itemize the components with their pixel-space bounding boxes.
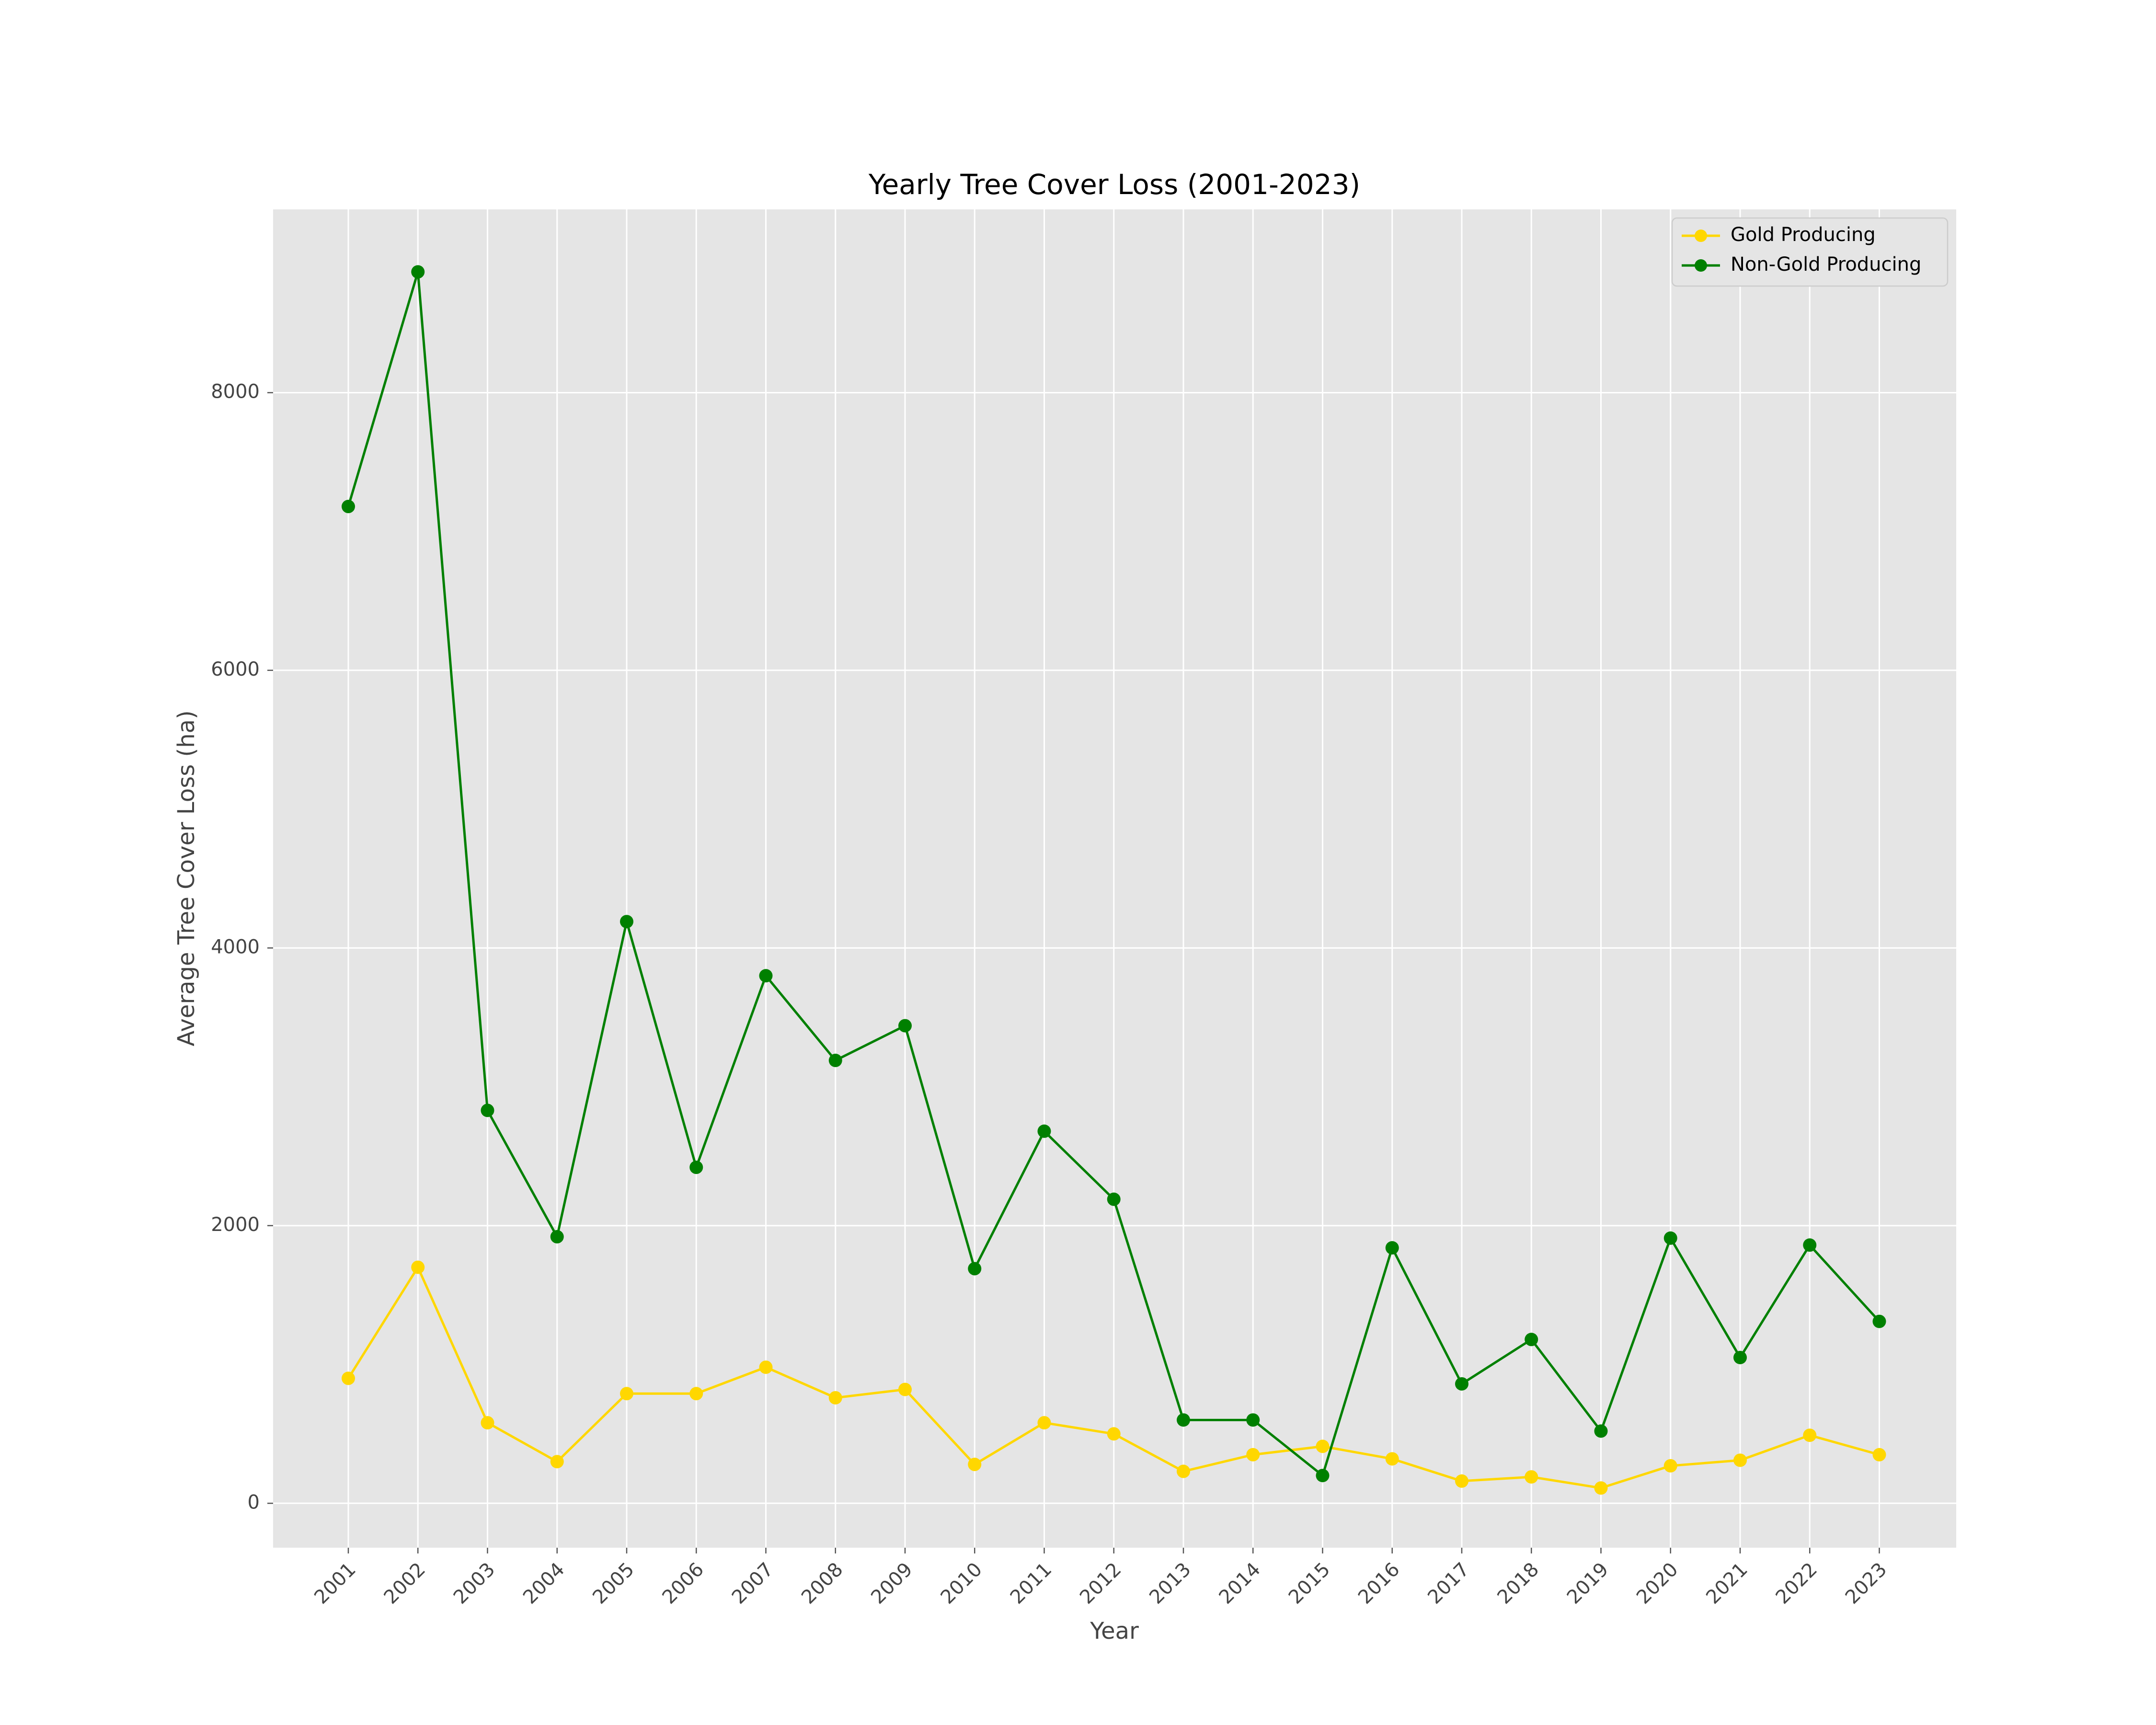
y-tick-label: 2000 bbox=[211, 1214, 260, 1236]
data-point bbox=[411, 1260, 425, 1274]
x-tick-label: 2014 bbox=[1215, 1558, 1265, 1609]
data-point bbox=[828, 1391, 842, 1405]
data-point bbox=[1525, 1333, 1538, 1346]
legend-marker bbox=[1695, 259, 1707, 272]
x-tick-label: 2006 bbox=[658, 1558, 709, 1609]
x-tick-label: 2020 bbox=[1632, 1558, 1683, 1609]
data-point bbox=[1177, 1413, 1190, 1427]
data-point bbox=[1177, 1464, 1190, 1478]
x-tick-label: 2017 bbox=[1423, 1558, 1474, 1609]
data-point bbox=[1663, 1459, 1677, 1473]
x-tick-label: 2010 bbox=[937, 1558, 987, 1609]
x-tick-label: 2001 bbox=[310, 1558, 360, 1609]
data-point bbox=[898, 1382, 912, 1396]
plot-background bbox=[273, 209, 1956, 1548]
x-axis-label: Year bbox=[1089, 1618, 1139, 1644]
x-tick-label: 2022 bbox=[1772, 1558, 1822, 1609]
series-group bbox=[342, 265, 1886, 1495]
data-point bbox=[1316, 1439, 1330, 1453]
data-point bbox=[689, 1161, 703, 1174]
x-tick-label: 2011 bbox=[1006, 1558, 1056, 1609]
data-point bbox=[481, 1104, 494, 1117]
y-tick-label: 6000 bbox=[211, 658, 260, 680]
data-point bbox=[1803, 1428, 1817, 1442]
data-point bbox=[1594, 1481, 1608, 1495]
data-point bbox=[968, 1458, 982, 1472]
data-point bbox=[1246, 1413, 1260, 1427]
data-point bbox=[1316, 1469, 1330, 1483]
x-tick-label: 2009 bbox=[867, 1558, 917, 1609]
data-point bbox=[1663, 1231, 1677, 1245]
x-tick-label: 2018 bbox=[1493, 1558, 1544, 1609]
data-point bbox=[1246, 1448, 1260, 1461]
data-point bbox=[1803, 1238, 1817, 1252]
data-point bbox=[1107, 1192, 1121, 1206]
series-gold-producing bbox=[342, 1260, 1886, 1495]
legend: Gold Producing Non-Gold Producing bbox=[1671, 217, 1949, 287]
y-tick-label: 0 bbox=[248, 1491, 260, 1513]
data-point bbox=[1872, 1448, 1886, 1461]
series-non-gold-producing bbox=[342, 265, 1886, 1483]
data-point bbox=[481, 1416, 494, 1430]
data-point bbox=[759, 1360, 773, 1374]
x-tick-label: 2007 bbox=[728, 1558, 778, 1609]
data-point bbox=[1872, 1314, 1886, 1328]
x-tick-label: 2004 bbox=[519, 1558, 569, 1609]
data-point bbox=[898, 1019, 912, 1033]
data-point bbox=[1455, 1474, 1468, 1488]
data-point bbox=[968, 1262, 982, 1276]
x-tick-label: 2023 bbox=[1841, 1558, 1892, 1609]
x-tick-label: 2013 bbox=[1145, 1558, 1195, 1609]
data-point bbox=[1385, 1452, 1399, 1466]
data-point bbox=[1107, 1427, 1121, 1441]
data-point bbox=[550, 1230, 564, 1244]
data-point bbox=[550, 1455, 564, 1469]
data-point bbox=[759, 969, 773, 983]
data-point bbox=[620, 915, 633, 929]
x-tick-label: 2015 bbox=[1284, 1558, 1335, 1609]
data-point bbox=[1733, 1453, 1747, 1467]
data-point bbox=[342, 1371, 355, 1385]
y-tick-label: 8000 bbox=[211, 380, 260, 402]
data-point bbox=[620, 1387, 633, 1401]
y-tick-label: 4000 bbox=[211, 936, 260, 958]
data-point bbox=[1594, 1424, 1608, 1438]
data-point bbox=[689, 1387, 703, 1401]
x-tick-label: 2002 bbox=[380, 1558, 430, 1609]
chart-title: Yearly Tree Cover Loss (2001-2023) bbox=[868, 168, 1360, 201]
data-point bbox=[1037, 1416, 1051, 1430]
x-tick-label: 2016 bbox=[1354, 1558, 1404, 1609]
x-tick-label: 2012 bbox=[1076, 1558, 1126, 1609]
legend-label: Non-Gold Producing bbox=[1731, 253, 1921, 276]
data-point bbox=[1037, 1124, 1051, 1138]
y-axis-label: Average Tree Cover Loss (ha) bbox=[173, 710, 200, 1046]
data-point bbox=[1525, 1470, 1538, 1484]
x-tick-label: 2008 bbox=[797, 1558, 848, 1609]
legend-label: Gold Producing bbox=[1731, 224, 1876, 246]
data-point bbox=[1385, 1241, 1399, 1255]
data-point bbox=[1455, 1377, 1468, 1391]
data-point bbox=[342, 500, 355, 514]
data-point bbox=[828, 1054, 842, 1068]
legend-box bbox=[1671, 217, 1949, 287]
x-tick-label: 2019 bbox=[1563, 1558, 1613, 1609]
data-point bbox=[411, 265, 425, 279]
data-point bbox=[1733, 1351, 1747, 1365]
legend-marker bbox=[1695, 230, 1707, 242]
x-tick-label: 2003 bbox=[449, 1558, 500, 1609]
x-tick-label: 2021 bbox=[1702, 1558, 1752, 1609]
x-tick-label: 2005 bbox=[588, 1558, 639, 1609]
